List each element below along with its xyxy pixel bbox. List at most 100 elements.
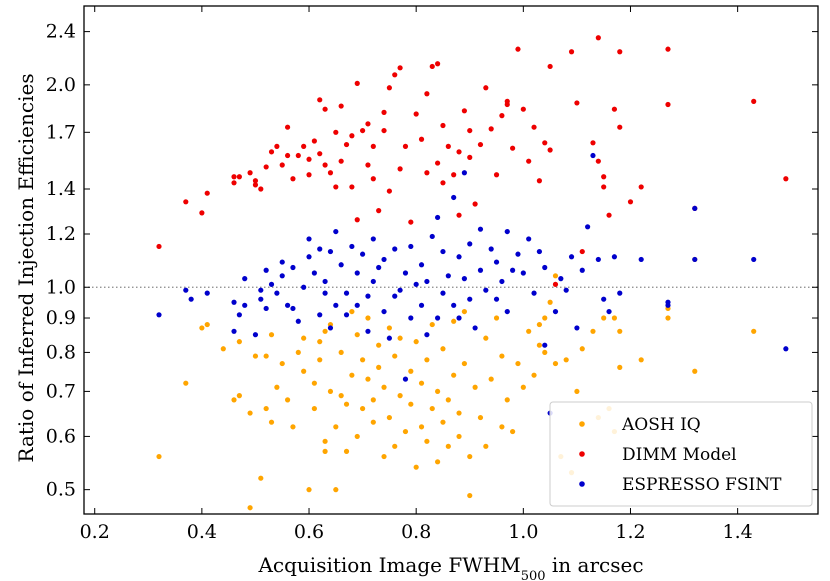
- point-dimm-model: [418, 136, 425, 142]
- point-espresso-fsint: [231, 299, 237, 305]
- point-dimm-model: [408, 219, 414, 225]
- point-espresso-fsint: [504, 228, 510, 235]
- point-espresso-fsint: [295, 318, 301, 324]
- point-espresso-fsint: [552, 308, 559, 315]
- point-espresso-fsint: [435, 315, 441, 321]
- point-espresso-fsint: [386, 335, 392, 341]
- point-aosh-iq: [301, 368, 307, 374]
- point-dimm-model: [504, 101, 510, 108]
- point-dimm-model: [451, 172, 457, 178]
- point-espresso-fsint: [477, 226, 484, 232]
- legend-label-aosh-iq: AOSH IQ: [621, 415, 701, 435]
- point-espresso-fsint: [327, 325, 334, 331]
- point-espresso-fsint: [333, 228, 339, 235]
- point-espresso-fsint: [306, 236, 312, 242]
- series-aosh-iq: [156, 256, 757, 511]
- point-aosh-iq: [611, 315, 618, 321]
- point-espresso-fsint: [435, 214, 441, 221]
- point-dimm-model: [472, 201, 478, 207]
- point-aosh-iq: [204, 321, 210, 328]
- point-dimm-model: [231, 174, 237, 180]
- point-espresso-fsint: [510, 267, 516, 273]
- x-axis-label-subscript: 500: [521, 569, 546, 581]
- series-espresso-fsint: [156, 152, 789, 416]
- point-espresso-fsint: [445, 273, 451, 279]
- y-tick-label: 1.4: [46, 178, 76, 200]
- point-espresso-fsint: [440, 248, 446, 255]
- point-aosh-iq: [456, 410, 462, 416]
- point-aosh-iq: [424, 357, 430, 363]
- point-aosh-iq: [338, 393, 344, 399]
- point-aosh-iq: [418, 424, 425, 430]
- point-aosh-iq: [220, 346, 226, 352]
- point-aosh-iq: [263, 353, 269, 359]
- point-aosh-iq: [376, 342, 382, 348]
- point-dimm-model: [156, 243, 162, 250]
- point-espresso-fsint: [563, 287, 569, 293]
- point-dimm-model: [435, 160, 441, 166]
- point-dimm-model: [279, 162, 285, 168]
- point-aosh-iq: [579, 346, 585, 352]
- point-aosh-iq: [354, 332, 360, 338]
- point-espresso-fsint: [542, 342, 548, 348]
- point-aosh-iq: [552, 360, 559, 367]
- point-espresso-fsint: [317, 312, 323, 318]
- point-aosh-iq: [520, 384, 526, 390]
- point-aosh-iq: [359, 405, 366, 412]
- point-dimm-model: [510, 145, 516, 151]
- legend-box: [549, 401, 813, 507]
- point-dimm-model: [183, 199, 189, 205]
- point-aosh-iq: [322, 448, 328, 454]
- point-dimm-model: [552, 281, 559, 287]
- point-aosh-iq: [397, 335, 403, 341]
- point-aosh-iq: [322, 438, 328, 444]
- point-dimm-model: [386, 85, 392, 91]
- point-dimm-model: [397, 65, 403, 71]
- point-aosh-iq: [461, 308, 467, 315]
- y-tick-label: 0.8: [46, 341, 76, 363]
- point-dimm-model: [365, 162, 371, 168]
- point-aosh-iq: [445, 397, 451, 403]
- point-dimm-model: [333, 129, 339, 135]
- point-espresso-fsint: [392, 293, 398, 299]
- point-espresso-fsint: [493, 259, 500, 265]
- point-dimm-model: [381, 127, 387, 134]
- point-espresso-fsint: [751, 256, 757, 263]
- point-espresso-fsint: [354, 302, 360, 308]
- point-aosh-iq: [338, 349, 344, 356]
- point-dimm-model: [386, 188, 392, 194]
- point-espresso-fsint: [456, 254, 462, 260]
- point-aosh-iq: [467, 492, 473, 499]
- point-aosh-iq: [247, 505, 253, 511]
- legend-marker-espresso-fsint: [579, 481, 585, 487]
- point-espresso-fsint: [574, 325, 580, 331]
- point-dimm-model: [488, 126, 494, 132]
- point-aosh-iq: [322, 328, 328, 334]
- y-tick-label: 1.7: [46, 121, 76, 143]
- point-espresso-fsint: [354, 270, 360, 276]
- legend-label-espresso-fsint: ESPRESSO FSINT: [622, 475, 782, 495]
- point-espresso-fsint: [263, 305, 269, 312]
- point-dimm-model: [317, 97, 323, 103]
- y-tick-label: 0.9: [46, 307, 76, 329]
- point-dimm-model: [574, 100, 580, 106]
- point-espresso-fsint: [424, 332, 430, 338]
- point-espresso-fsint: [306, 254, 312, 260]
- point-espresso-fsint: [317, 246, 323, 252]
- point-aosh-iq: [408, 368, 414, 374]
- point-aosh-iq: [542, 315, 548, 321]
- point-espresso-fsint: [263, 267, 269, 273]
- legend: AOSH IQ DIMM Model ESPRESSO FSINT: [549, 401, 813, 507]
- point-espresso-fsint: [290, 305, 296, 312]
- point-espresso-fsint: [451, 194, 457, 201]
- point-dimm-model: [258, 186, 264, 192]
- point-aosh-iq: [504, 397, 510, 403]
- point-dimm-model: [424, 170, 430, 176]
- point-espresso-fsint: [456, 315, 462, 321]
- point-aosh-iq: [274, 384, 280, 390]
- point-dimm-model: [268, 149, 275, 155]
- point-aosh-iq: [424, 438, 430, 444]
- point-espresso-fsint: [477, 267, 484, 273]
- point-dimm-model: [440, 122, 446, 129]
- point-espresso-fsint: [451, 302, 457, 308]
